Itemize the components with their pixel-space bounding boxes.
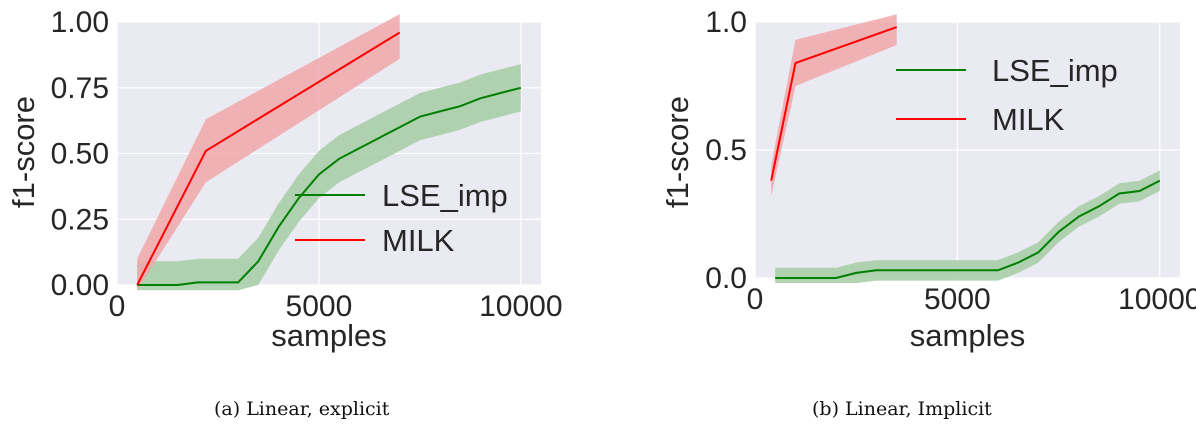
line-milk bbox=[136, 31, 401, 286]
line-lse-imp bbox=[137, 86, 522, 286]
y-axis-label: f1-score bbox=[6, 96, 41, 208]
x-tick-label: 10000 bbox=[479, 290, 562, 323]
legend-label: LSE_imp bbox=[992, 53, 1118, 88]
x-tick-label: 10000 bbox=[1118, 283, 1196, 316]
band-milk bbox=[137, 14, 400, 291]
y-tick-label: 1.0 bbox=[705, 6, 747, 39]
y-tick-label: 1.00 bbox=[51, 6, 109, 39]
chart-a: 0.00 0.25 0.50 0.75 1.00 0 5000 10000 samples f1-… bbox=[6, 6, 563, 353]
chart-b: 0.0 0.5 1.0 0 5000 10000 samples f1-score LSE_im… bbox=[660, 6, 1196, 353]
caption-b: (b) Linear, Implicit bbox=[812, 398, 992, 420]
y-tick-label: 0.5 bbox=[705, 134, 747, 167]
y-axis-label: f1-score bbox=[660, 96, 695, 208]
y-tick-label: 0.75 bbox=[51, 72, 109, 105]
y-tick-label: 0.0 bbox=[705, 262, 747, 295]
legend: LSE_imp MILK bbox=[295, 178, 508, 258]
line-milk bbox=[770, 26, 898, 181]
line-lse-imp bbox=[775, 179, 1161, 279]
x-axis-label: samples bbox=[271, 318, 386, 353]
legend-label: MILK bbox=[992, 102, 1065, 137]
legend: LSE_imp MILK bbox=[896, 53, 1118, 137]
band-lse-imp bbox=[775, 170, 1160, 284]
legend-label: MILK bbox=[382, 223, 455, 258]
x-tick-label: 0 bbox=[109, 290, 126, 323]
band-lse-imp bbox=[137, 64, 521, 291]
x-tick-label: 5000 bbox=[924, 283, 991, 316]
x-tick-label: 5000 bbox=[286, 290, 353, 323]
y-tick-label: 0.50 bbox=[51, 138, 109, 171]
x-axis-label: samples bbox=[910, 318, 1025, 353]
caption-a: (a) Linear, explicit bbox=[214, 398, 390, 420]
legend-label: LSE_imp bbox=[382, 178, 508, 213]
x-tick-label: 0 bbox=[747, 283, 764, 316]
y-tick-label: 0.25 bbox=[51, 203, 109, 236]
y-tick-label: 0.00 bbox=[51, 269, 109, 302]
